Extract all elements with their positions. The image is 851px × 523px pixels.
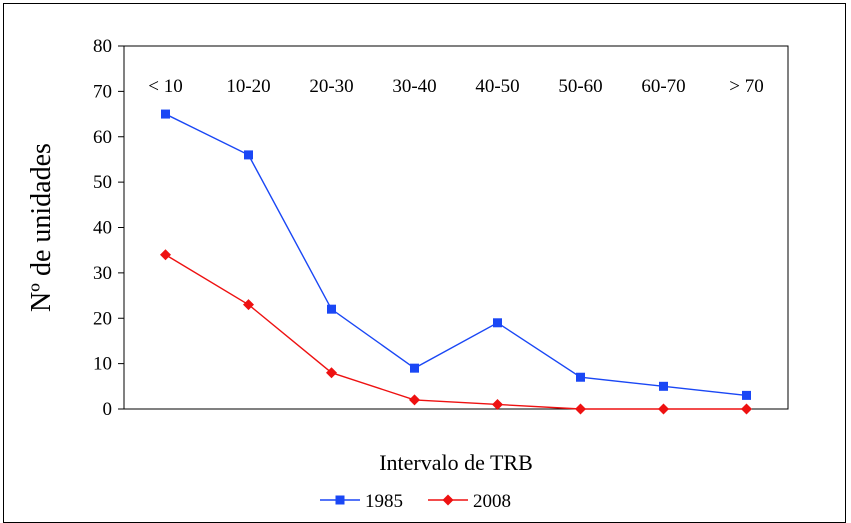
category-label: 60-70 [641, 76, 685, 97]
data-point [160, 249, 171, 261]
y-tick-label: 20 [93, 308, 112, 329]
data-point [659, 381, 668, 391]
category-label: 10-20 [226, 76, 270, 97]
data-point [410, 363, 419, 373]
data-point [575, 403, 586, 415]
y-tick-label: 30 [93, 263, 112, 284]
data-point [492, 398, 503, 410]
y-tick-label: 60 [93, 127, 112, 148]
data-point [161, 109, 170, 119]
legend-marker [335, 495, 345, 505]
y-tick-label: 10 [93, 354, 112, 375]
category-label: > 70 [729, 76, 763, 97]
plot-border [123, 45, 789, 410]
data-point [742, 390, 751, 400]
legend-label: 2008 [473, 491, 511, 512]
category-label: < 10 [148, 76, 182, 97]
data-point [493, 318, 502, 328]
y-tick-label: 40 [93, 218, 112, 239]
legend: 1985 2008 [320, 491, 511, 512]
legend-item: 1985 [320, 491, 403, 512]
data-point [243, 299, 254, 311]
series-line [165, 113, 747, 397]
data-point [658, 403, 669, 415]
y-tick-label: 70 [93, 81, 112, 102]
series-line [165, 254, 747, 410]
category-label: 20-30 [309, 76, 353, 97]
y-tick-label: 80 [93, 36, 112, 57]
data-point [327, 304, 336, 314]
y-tick-label: 0 [103, 399, 113, 420]
series-layer [160, 109, 752, 415]
data-point [741, 403, 752, 415]
legend-marker [442, 494, 454, 506]
chart-frame [3, 3, 846, 523]
legend-item: 2008 [428, 491, 511, 512]
data-point [244, 150, 253, 160]
data-point [576, 372, 585, 382]
y-axis-title: Nº de unidades [26, 143, 57, 312]
category-label: 40-50 [475, 76, 519, 97]
category-labels: < 10 10-20 20-30 30-40 40-50 50-60 60-70 > 70 [148, 76, 763, 97]
plot-area [123, 45, 789, 410]
legend-label: 1985 [365, 491, 403, 512]
x-axis-title: Intervalo de TRB [379, 450, 533, 475]
series-1985 [161, 109, 751, 400]
series-2008 [160, 249, 752, 415]
category-label: 30-40 [392, 76, 436, 97]
data-point [326, 367, 337, 379]
y-axis-ticks: 0 10 20 30 40 50 60 70 80 [93, 36, 124, 420]
y-tick-label: 50 [93, 172, 112, 193]
category-label: 50-60 [558, 76, 602, 97]
data-point [409, 394, 420, 406]
